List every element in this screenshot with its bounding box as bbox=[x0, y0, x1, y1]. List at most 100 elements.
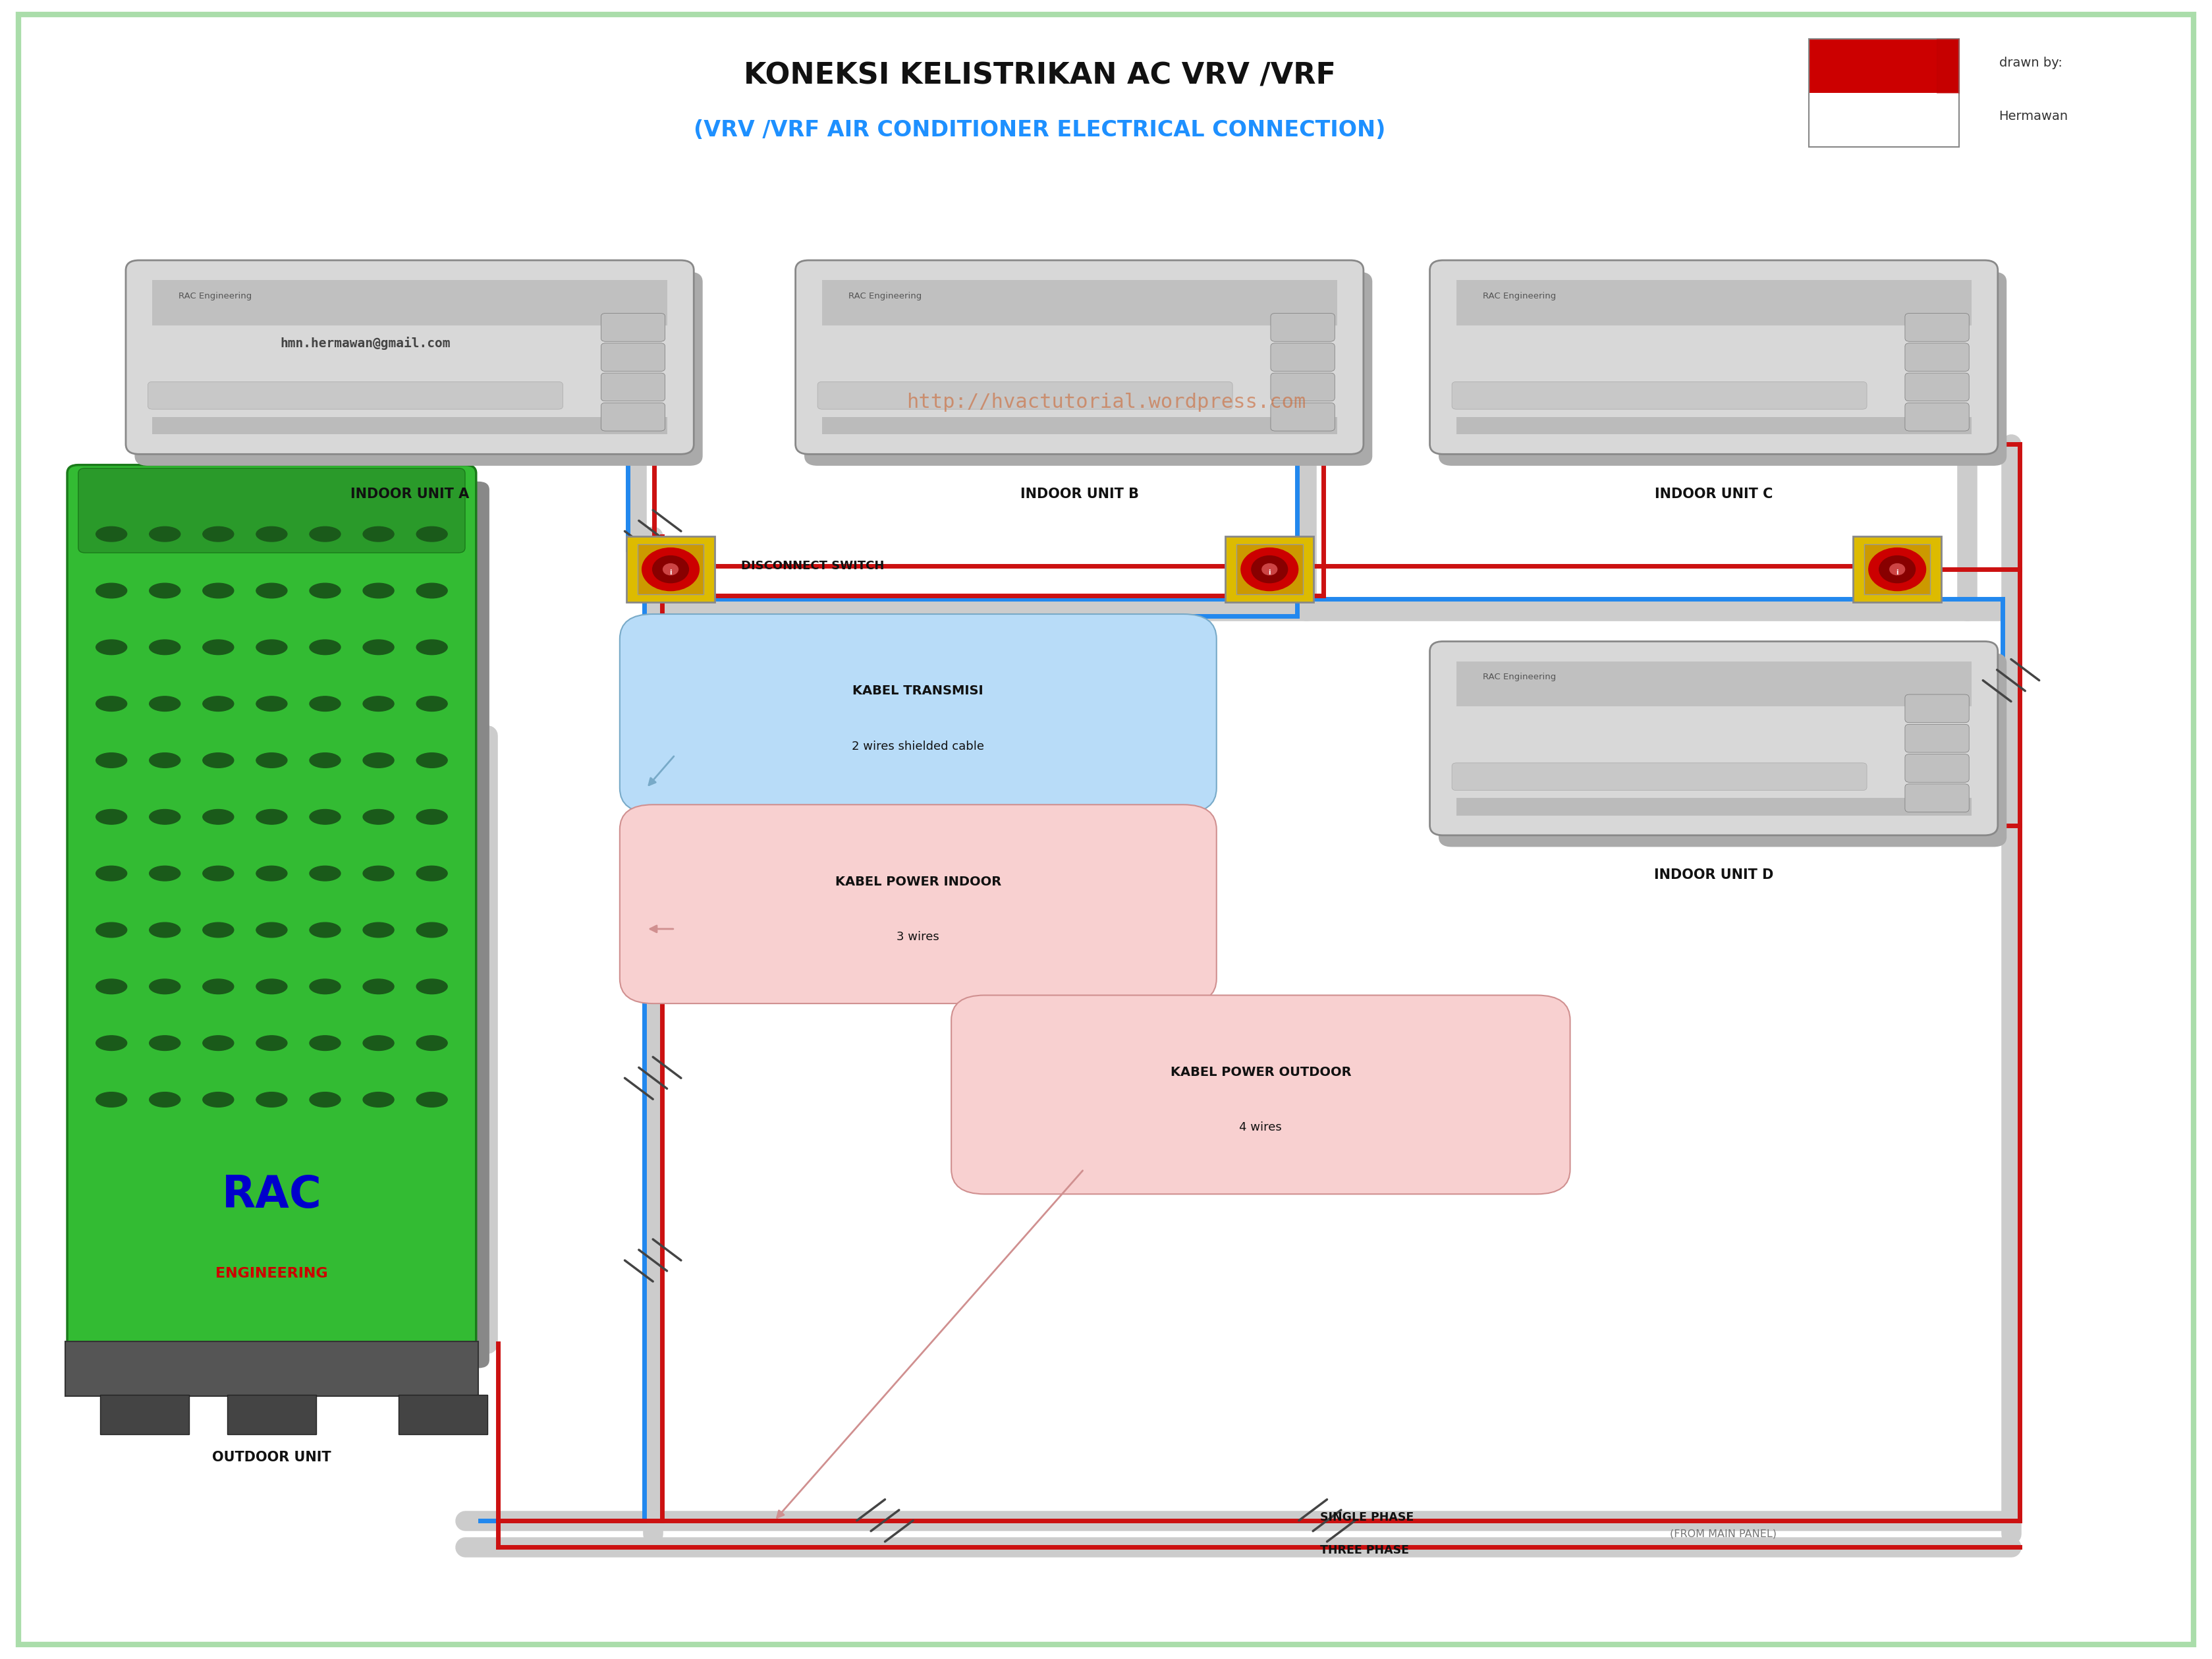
Ellipse shape bbox=[363, 1035, 394, 1050]
FancyBboxPatch shape bbox=[1809, 40, 1960, 93]
Ellipse shape bbox=[363, 866, 394, 881]
Text: RAC Engineering: RAC Engineering bbox=[849, 292, 922, 300]
Text: RAC: RAC bbox=[221, 1173, 321, 1218]
FancyBboxPatch shape bbox=[1905, 403, 1969, 431]
FancyBboxPatch shape bbox=[1270, 403, 1334, 431]
FancyBboxPatch shape bbox=[1905, 314, 1969, 342]
Ellipse shape bbox=[257, 922, 288, 937]
Text: hmn.hermawan@gmail.com: hmn.hermawan@gmail.com bbox=[281, 337, 451, 350]
FancyBboxPatch shape bbox=[1451, 763, 1867, 790]
Ellipse shape bbox=[416, 1035, 447, 1050]
Text: http://hvactutorial.wordpress.com: http://hvactutorial.wordpress.com bbox=[907, 393, 1305, 411]
Ellipse shape bbox=[204, 584, 234, 599]
Ellipse shape bbox=[363, 526, 394, 541]
Circle shape bbox=[641, 547, 699, 591]
Ellipse shape bbox=[150, 1035, 181, 1050]
FancyBboxPatch shape bbox=[80, 481, 489, 1369]
FancyBboxPatch shape bbox=[805, 272, 1371, 466]
FancyBboxPatch shape bbox=[153, 280, 668, 325]
FancyBboxPatch shape bbox=[153, 416, 668, 435]
Ellipse shape bbox=[416, 810, 447, 825]
Text: 4 wires: 4 wires bbox=[1239, 1121, 1283, 1133]
Ellipse shape bbox=[150, 640, 181, 655]
Circle shape bbox=[664, 564, 679, 576]
Ellipse shape bbox=[363, 753, 394, 768]
Text: 3 wires: 3 wires bbox=[896, 931, 940, 942]
FancyBboxPatch shape bbox=[1905, 725, 1969, 753]
Ellipse shape bbox=[416, 866, 447, 881]
Ellipse shape bbox=[310, 584, 341, 599]
Text: INDOOR UNIT C: INDOOR UNIT C bbox=[1655, 488, 1772, 501]
Ellipse shape bbox=[257, 979, 288, 994]
Ellipse shape bbox=[150, 922, 181, 937]
Circle shape bbox=[1241, 547, 1298, 591]
FancyBboxPatch shape bbox=[1438, 272, 2006, 466]
FancyBboxPatch shape bbox=[77, 468, 465, 552]
FancyBboxPatch shape bbox=[637, 544, 703, 594]
Ellipse shape bbox=[416, 922, 447, 937]
Ellipse shape bbox=[204, 640, 234, 655]
Ellipse shape bbox=[257, 526, 288, 541]
Ellipse shape bbox=[363, 640, 394, 655]
Ellipse shape bbox=[310, 640, 341, 655]
Ellipse shape bbox=[363, 922, 394, 937]
Ellipse shape bbox=[416, 979, 447, 994]
Text: Hermawan: Hermawan bbox=[2000, 111, 2068, 123]
Ellipse shape bbox=[310, 979, 341, 994]
Text: ENGINEERING: ENGINEERING bbox=[215, 1267, 327, 1281]
FancyBboxPatch shape bbox=[1905, 755, 1969, 783]
Ellipse shape bbox=[416, 753, 447, 768]
Ellipse shape bbox=[257, 1035, 288, 1050]
Ellipse shape bbox=[310, 1092, 341, 1107]
FancyBboxPatch shape bbox=[1451, 382, 1867, 410]
Ellipse shape bbox=[150, 697, 181, 712]
FancyBboxPatch shape bbox=[1225, 536, 1314, 602]
FancyBboxPatch shape bbox=[1455, 280, 1971, 325]
Ellipse shape bbox=[204, 866, 234, 881]
FancyBboxPatch shape bbox=[1809, 93, 1960, 146]
FancyBboxPatch shape bbox=[64, 1342, 478, 1397]
Ellipse shape bbox=[257, 584, 288, 599]
Ellipse shape bbox=[204, 922, 234, 937]
Circle shape bbox=[1869, 547, 1927, 591]
FancyBboxPatch shape bbox=[619, 614, 1217, 813]
FancyBboxPatch shape bbox=[602, 343, 666, 372]
Ellipse shape bbox=[310, 810, 341, 825]
Ellipse shape bbox=[150, 753, 181, 768]
FancyBboxPatch shape bbox=[1270, 314, 1334, 342]
Circle shape bbox=[653, 556, 688, 582]
Ellipse shape bbox=[310, 922, 341, 937]
Ellipse shape bbox=[416, 526, 447, 541]
Text: INDOOR UNIT B: INDOOR UNIT B bbox=[1020, 488, 1139, 501]
Ellipse shape bbox=[150, 979, 181, 994]
FancyBboxPatch shape bbox=[1905, 343, 1969, 372]
Text: i: i bbox=[1896, 569, 1898, 576]
FancyBboxPatch shape bbox=[398, 1395, 487, 1435]
Ellipse shape bbox=[257, 640, 288, 655]
Text: drawn by:: drawn by: bbox=[2000, 56, 2062, 70]
Text: KONEKSI KELISTRIKAN AC VRV /VRF: KONEKSI KELISTRIKAN AC VRV /VRF bbox=[743, 61, 1336, 90]
FancyBboxPatch shape bbox=[66, 465, 476, 1352]
Text: i: i bbox=[1267, 569, 1270, 576]
Ellipse shape bbox=[363, 697, 394, 712]
Text: (VRV /VRF AIR CONDITIONER ELECTRICAL CONNECTION): (VRV /VRF AIR CONDITIONER ELECTRICAL CON… bbox=[695, 119, 1385, 141]
Text: RAC Engineering: RAC Engineering bbox=[1482, 292, 1555, 300]
Ellipse shape bbox=[310, 697, 341, 712]
Ellipse shape bbox=[204, 810, 234, 825]
Ellipse shape bbox=[310, 866, 341, 881]
Ellipse shape bbox=[257, 753, 288, 768]
Ellipse shape bbox=[416, 697, 447, 712]
FancyBboxPatch shape bbox=[135, 272, 703, 466]
FancyBboxPatch shape bbox=[823, 416, 1336, 435]
Text: RAC Engineering: RAC Engineering bbox=[179, 292, 252, 300]
FancyBboxPatch shape bbox=[602, 314, 666, 342]
Ellipse shape bbox=[416, 584, 447, 599]
Ellipse shape bbox=[150, 866, 181, 881]
Ellipse shape bbox=[95, 526, 126, 541]
Text: SINGLE PHASE: SINGLE PHASE bbox=[1321, 1511, 1413, 1523]
FancyBboxPatch shape bbox=[1854, 536, 1942, 602]
Text: KABEL POWER OUTDOOR: KABEL POWER OUTDOOR bbox=[1170, 1067, 1352, 1078]
Text: 2 wires shielded cable: 2 wires shielded cable bbox=[852, 740, 984, 752]
Ellipse shape bbox=[95, 697, 126, 712]
Ellipse shape bbox=[204, 979, 234, 994]
